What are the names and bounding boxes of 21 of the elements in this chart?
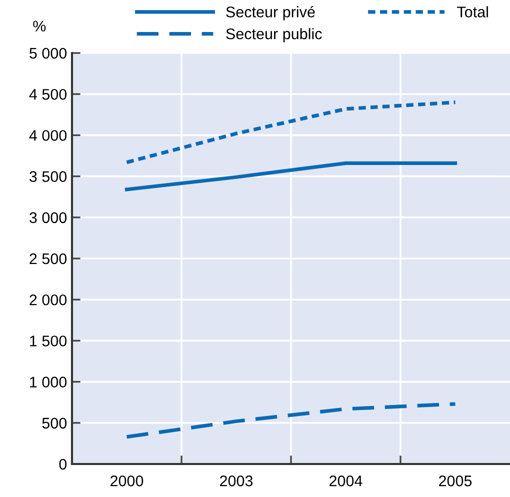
legend-label: Secteur privé	[226, 6, 315, 20]
y-tick-label: 1 000	[30, 376, 67, 388]
y-tick-label: 4 500	[29, 88, 67, 100]
y-tick-label: 3 000	[29, 212, 67, 224]
x-tick-label: 2000	[110, 476, 144, 486]
y-tick-label: 4 000	[29, 130, 67, 141]
line-series	[124, 402, 458, 439]
x-tick-label: 2003	[220, 476, 253, 486]
y-tick-label: 1 500	[30, 336, 67, 346]
y-tick-label: 2 000	[30, 294, 67, 306]
x-tick-label: 2005	[439, 476, 472, 486]
y-axis-title: %	[33, 20, 46, 32]
x-tick-label: 2004	[330, 476, 362, 486]
y-tick-label: 5 000	[30, 48, 67, 59]
y-tick-label: 500	[42, 418, 67, 429]
line-series	[124, 100, 458, 164]
y-tick-label: 2 500	[30, 253, 67, 264]
legend-label: Total	[457, 6, 488, 18]
y-tick-label: 0	[59, 458, 67, 470]
legend-label: Secteur public	[226, 28, 322, 42]
y-tick-label: 3 500	[29, 171, 67, 182]
